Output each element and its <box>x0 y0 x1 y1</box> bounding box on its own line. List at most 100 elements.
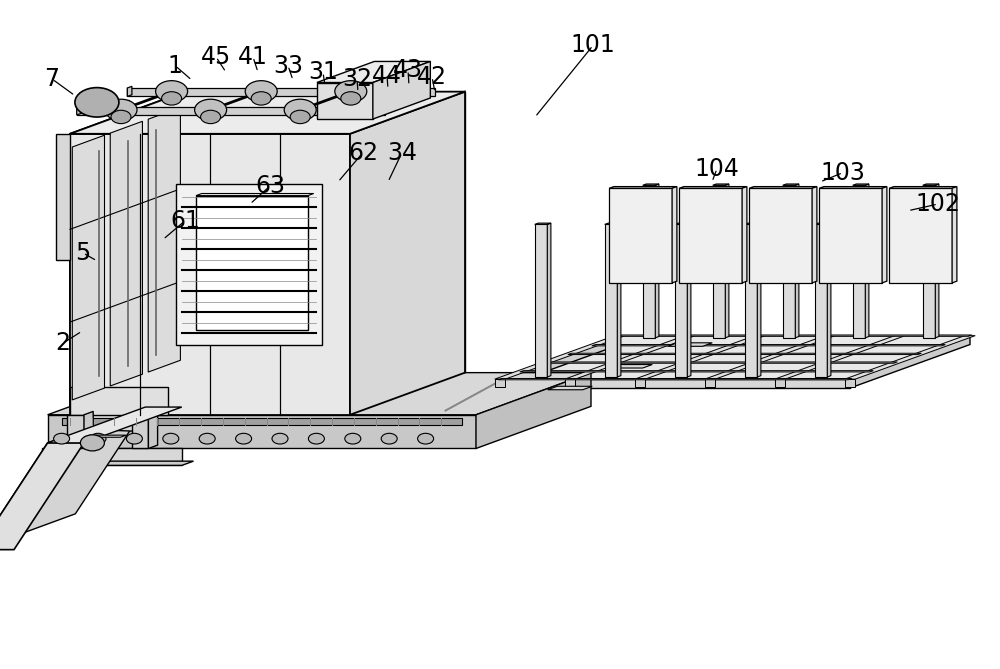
Polygon shape <box>783 184 799 185</box>
Polygon shape <box>853 185 865 338</box>
Polygon shape <box>812 187 817 283</box>
Polygon shape <box>176 185 322 345</box>
Polygon shape <box>498 379 852 380</box>
Polygon shape <box>127 86 132 96</box>
Text: 101: 101 <box>571 33 615 58</box>
Text: 62: 62 <box>348 140 378 165</box>
Polygon shape <box>725 184 729 338</box>
Text: 43: 43 <box>393 58 423 82</box>
Polygon shape <box>547 223 551 377</box>
Polygon shape <box>745 224 757 377</box>
Polygon shape <box>132 415 148 448</box>
Polygon shape <box>565 379 575 387</box>
Polygon shape <box>757 223 761 377</box>
Polygon shape <box>635 336 765 379</box>
Circle shape <box>156 81 188 102</box>
Text: 102: 102 <box>916 192 960 216</box>
Polygon shape <box>705 379 715 387</box>
Polygon shape <box>72 135 105 400</box>
Circle shape <box>75 88 119 117</box>
Polygon shape <box>775 379 785 387</box>
Circle shape <box>236 434 252 444</box>
Polygon shape <box>77 105 81 115</box>
Polygon shape <box>795 184 799 338</box>
Circle shape <box>201 110 221 124</box>
Text: 7: 7 <box>44 67 60 91</box>
Polygon shape <box>705 336 835 379</box>
Polygon shape <box>0 443 84 550</box>
Polygon shape <box>70 92 465 134</box>
Polygon shape <box>127 88 435 96</box>
Circle shape <box>284 99 316 120</box>
Polygon shape <box>565 336 695 379</box>
Polygon shape <box>952 187 957 283</box>
Polygon shape <box>923 185 935 338</box>
Polygon shape <box>643 185 655 338</box>
Polygon shape <box>148 411 158 448</box>
Polygon shape <box>48 373 591 415</box>
Polygon shape <box>373 62 430 119</box>
Polygon shape <box>500 379 850 388</box>
Polygon shape <box>568 353 921 355</box>
Text: 31: 31 <box>308 60 338 84</box>
Polygon shape <box>317 82 373 119</box>
Circle shape <box>272 434 288 444</box>
Polygon shape <box>70 134 350 415</box>
Polygon shape <box>500 336 620 388</box>
Polygon shape <box>618 335 972 337</box>
Polygon shape <box>70 381 148 432</box>
Polygon shape <box>535 223 551 224</box>
Polygon shape <box>923 184 939 185</box>
Polygon shape <box>535 224 547 377</box>
Polygon shape <box>495 336 625 379</box>
Polygon shape <box>350 92 465 415</box>
Polygon shape <box>853 184 869 185</box>
Circle shape <box>381 434 397 444</box>
Circle shape <box>54 434 70 444</box>
Polygon shape <box>819 187 887 189</box>
Circle shape <box>418 434 434 444</box>
Polygon shape <box>775 336 905 379</box>
Circle shape <box>162 92 182 105</box>
Polygon shape <box>617 223 621 377</box>
Polygon shape <box>317 62 430 82</box>
Polygon shape <box>67 415 84 448</box>
Polygon shape <box>48 415 476 448</box>
Polygon shape <box>110 121 142 386</box>
Polygon shape <box>655 184 659 338</box>
Circle shape <box>80 435 104 451</box>
Circle shape <box>345 434 361 444</box>
Polygon shape <box>185 92 465 373</box>
Text: 42: 42 <box>417 65 447 89</box>
Text: 45: 45 <box>201 45 231 69</box>
Text: 61: 61 <box>170 209 200 233</box>
Circle shape <box>290 110 310 124</box>
Polygon shape <box>742 187 747 283</box>
Polygon shape <box>889 187 957 189</box>
Polygon shape <box>675 224 687 377</box>
Polygon shape <box>672 187 677 283</box>
Polygon shape <box>548 386 592 390</box>
Circle shape <box>195 99 227 120</box>
Polygon shape <box>679 189 742 283</box>
Polygon shape <box>609 187 677 189</box>
Polygon shape <box>643 184 659 185</box>
Circle shape <box>90 434 106 444</box>
Polygon shape <box>0 407 145 550</box>
Polygon shape <box>70 387 168 415</box>
Polygon shape <box>42 448 182 466</box>
Polygon shape <box>84 411 93 448</box>
Polygon shape <box>745 223 761 224</box>
Circle shape <box>251 92 271 105</box>
Polygon shape <box>845 336 975 379</box>
Polygon shape <box>827 223 831 377</box>
Text: 63: 63 <box>255 174 285 198</box>
Polygon shape <box>850 336 970 388</box>
Polygon shape <box>84 435 126 438</box>
Polygon shape <box>889 189 952 283</box>
Text: 33: 33 <box>273 54 303 78</box>
Polygon shape <box>42 461 194 466</box>
Polygon shape <box>845 379 855 387</box>
Circle shape <box>335 81 367 102</box>
Text: 5: 5 <box>75 241 91 265</box>
